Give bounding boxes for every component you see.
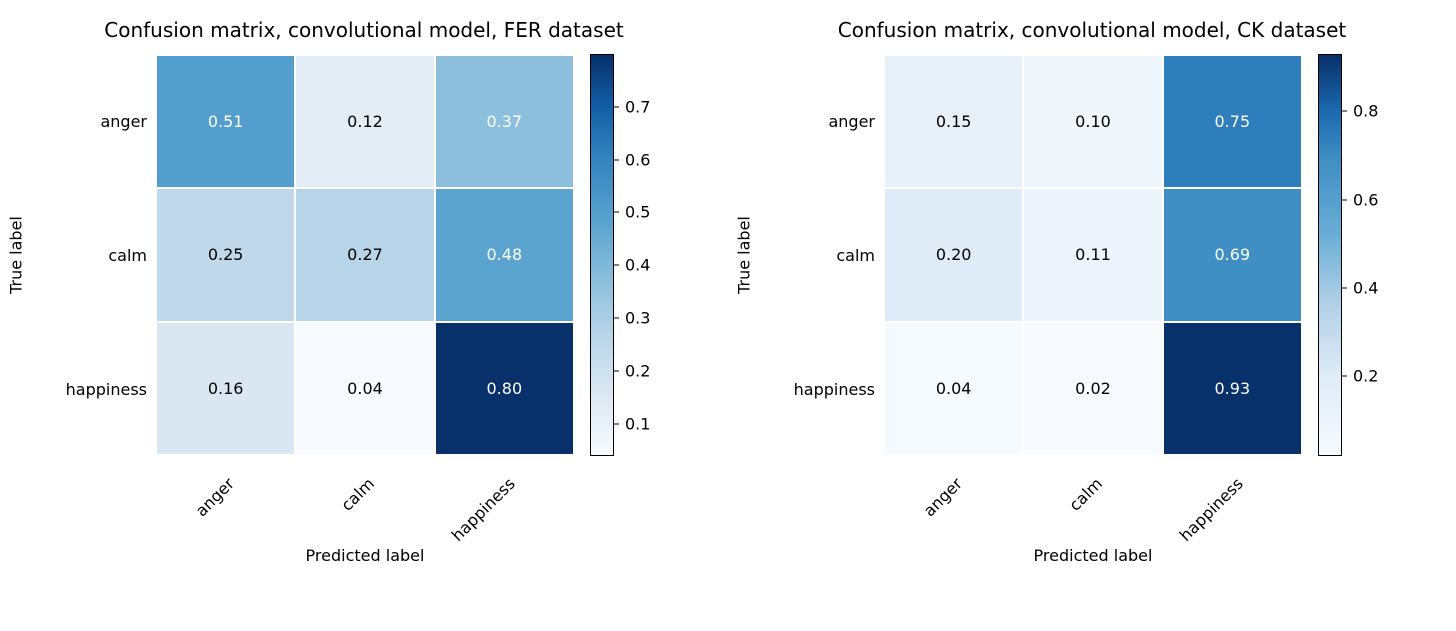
colorbar-ticks-right: 0.8 0.6 0.4 0.2: [1342, 54, 1402, 456]
colorbar-tick: 0.4: [614, 256, 650, 275]
x-tick-label: anger: [920, 474, 966, 520]
y-tick-label: calm: [836, 246, 875, 265]
colorbar-tick: 0.2: [614, 362, 650, 381]
y-ticks-right: anger calm happiness: [794, 54, 883, 456]
heatmap-cell: 0.10: [1023, 55, 1162, 188]
colorbar-tick: 0.5: [614, 203, 650, 222]
heatmap-cell: 0.37: [435, 55, 574, 188]
x-tick-label: happiness: [1175, 474, 1246, 545]
y-tick-label: anger: [828, 112, 875, 131]
heatmap-cell: 0.20: [884, 188, 1023, 321]
colorbar-ticks-left: 0.7 0.6 0.5 0.4 0.3 0.2 0.1: [614, 54, 674, 456]
heatmap-cell: 0.51: [156, 55, 295, 188]
colorbar-tick: 0.1: [614, 415, 650, 434]
heatmap-cell: 0.04: [884, 322, 1023, 455]
heatmap-area-right: True label anger calm happiness 0.15 0.1…: [883, 54, 1303, 456]
colorbar-tick: 0.6: [614, 150, 650, 169]
colorbar-tick: 0.4: [1342, 278, 1378, 297]
heatmap-cell: 0.25: [156, 188, 295, 321]
x-tick-label: happiness: [447, 474, 518, 545]
heatmap-cell: 0.16: [156, 322, 295, 455]
chart-title-right: Confusion matrix, convolutional model, C…: [728, 18, 1456, 42]
subplot-ck: Confusion matrix, convolutional model, C…: [728, 0, 1456, 631]
heatmap-grid-right: 0.15 0.10 0.75 0.20 0.11 0.69 0.04 0.02 …: [883, 54, 1303, 456]
heatmap-cell: 0.12: [295, 55, 434, 188]
y-tick-label: anger: [100, 112, 147, 131]
y-tick-label: happiness: [66, 380, 147, 399]
heatmap-cell: 0.15: [884, 55, 1023, 188]
y-tick-label: happiness: [794, 380, 875, 399]
heatmap-cell: 0.80: [435, 322, 574, 455]
heatmap-grid-left: 0.51 0.12 0.37 0.25 0.27 0.48 0.16 0.04 …: [155, 54, 575, 456]
colorbar-tick: 0.6: [1342, 190, 1378, 209]
y-axis-label-right: True label: [735, 216, 754, 294]
chart-title-left: Confusion matrix, convolutional model, F…: [0, 18, 728, 42]
x-tick-label: anger: [192, 474, 238, 520]
colorbar-right: 0.80.60.40.2: [1318, 54, 1342, 456]
y-tick-label: calm: [108, 246, 147, 265]
x-tick-label: calm: [338, 474, 379, 515]
heatmap-cell: 0.75: [1163, 55, 1302, 188]
heatmap-cell: 0.11: [1023, 188, 1162, 321]
y-axis-label-left: True label: [7, 216, 26, 294]
colorbar-gradient-left: [590, 54, 614, 456]
heatmap-cell: 0.27: [295, 188, 434, 321]
heatmap-cell: 0.93: [1163, 322, 1302, 455]
colorbar-left: 0.70.60.50.40.30.20.1: [590, 54, 614, 456]
colorbar-tick: 0.7: [614, 97, 650, 116]
figure: Confusion matrix, convolutional model, F…: [0, 0, 1456, 631]
colorbar-tick: 0.3: [614, 309, 650, 328]
colorbar-gradient-right: [1318, 54, 1342, 456]
heatmap-cell: 0.69: [1163, 188, 1302, 321]
heatmap-cell: 0.02: [1023, 322, 1162, 455]
x-axis-label-left: Predicted label: [155, 546, 575, 565]
subplot-fer: Confusion matrix, convolutional model, F…: [0, 0, 728, 631]
x-ticks-right: anger calm happiness: [883, 456, 1303, 493]
heatmap-cell: 0.04: [295, 322, 434, 455]
colorbar-tick: 0.8: [1342, 102, 1378, 121]
heatmap-area-left: True label anger calm happiness 0.51 0.1…: [155, 54, 575, 456]
x-axis-label-right: Predicted label: [883, 546, 1303, 565]
y-ticks-left: anger calm happiness: [66, 54, 155, 456]
colorbar-tick: 0.2: [1342, 367, 1378, 386]
x-ticks-left: anger calm happiness: [155, 456, 575, 493]
x-tick-label: calm: [1066, 474, 1107, 515]
heatmap-cell: 0.48: [435, 188, 574, 321]
